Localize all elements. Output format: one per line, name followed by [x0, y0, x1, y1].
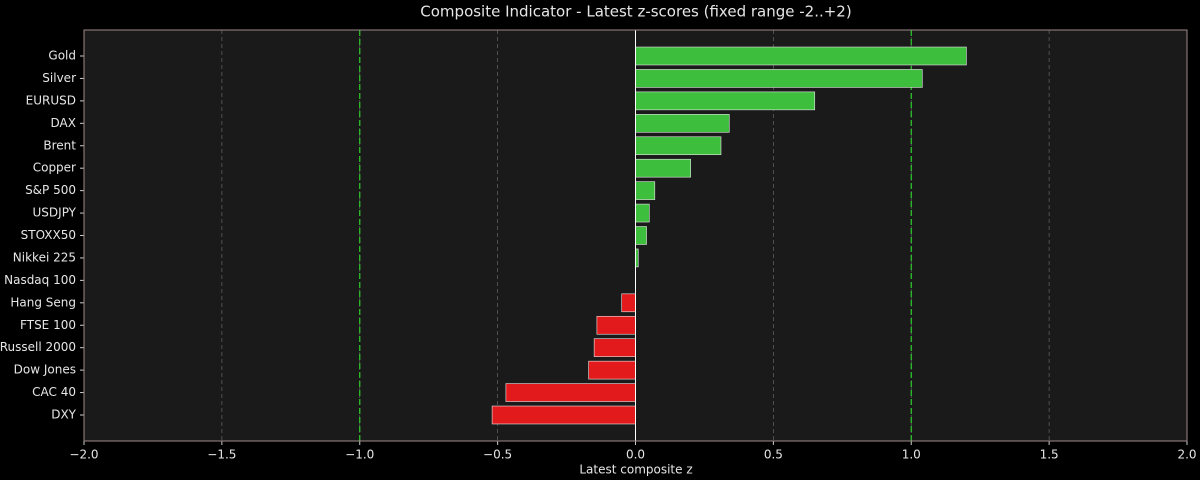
y-tick-label: Copper — [33, 161, 76, 175]
bar — [635, 226, 647, 245]
y-tick-label: Dow Jones — [14, 363, 76, 377]
bar — [635, 114, 730, 133]
x-tick-label: 1.5 — [1040, 448, 1059, 462]
y-tick-label: Gold — [48, 49, 76, 63]
y-tick-label: DAX — [51, 116, 76, 130]
bar — [635, 203, 650, 223]
bar — [635, 158, 691, 178]
y-tick-label: USDJPY — [33, 206, 77, 220]
x-tick-label: −2.0 — [69, 448, 98, 462]
y-tick-label: CAC 40 — [32, 385, 76, 399]
bar — [635, 136, 722, 156]
bar — [635, 69, 923, 88]
y-tick-label: Brent — [43, 138, 76, 152]
x-tick-label: 2.0 — [1177, 448, 1196, 462]
x-tick-label: −0.5 — [483, 448, 512, 462]
y-tick-label: S&P 500 — [25, 183, 76, 197]
x-tick-label: −1.5 — [207, 448, 236, 462]
y-tick-label: FTSE 100 — [20, 318, 76, 332]
y-tick-label: EURUSD — [26, 93, 76, 107]
y-tick-label: Hang Seng — [10, 295, 76, 309]
bar — [635, 181, 656, 200]
bar — [588, 360, 636, 380]
x-tick-label: 0.0 — [626, 448, 645, 462]
bar — [505, 383, 636, 402]
x-tick-label: −1.0 — [345, 448, 374, 462]
y-tick-label: Nasdaq 100 — [4, 273, 76, 287]
chart-title: Composite Indicator - Latest z-scores (f… — [420, 3, 851, 21]
x-axis-label: Latest composite z — [579, 463, 692, 477]
y-tick-label: Russell 2000 — [0, 340, 76, 354]
y-tick-label: STOXX50 — [21, 228, 76, 242]
bar — [635, 46, 967, 66]
y-tick-label: Silver — [42, 71, 76, 85]
plot-border — [83, 29, 1188, 442]
bar — [621, 293, 636, 313]
x-tick-label: 1.0 — [902, 448, 921, 462]
x-tick-label: 0.5 — [764, 448, 783, 462]
y-tick-label: Nikkei 225 — [13, 250, 76, 264]
bar — [593, 338, 636, 357]
y-tick-label: DXY — [51, 408, 76, 422]
bar — [596, 315, 636, 335]
bar — [491, 405, 636, 425]
bar — [635, 91, 816, 111]
